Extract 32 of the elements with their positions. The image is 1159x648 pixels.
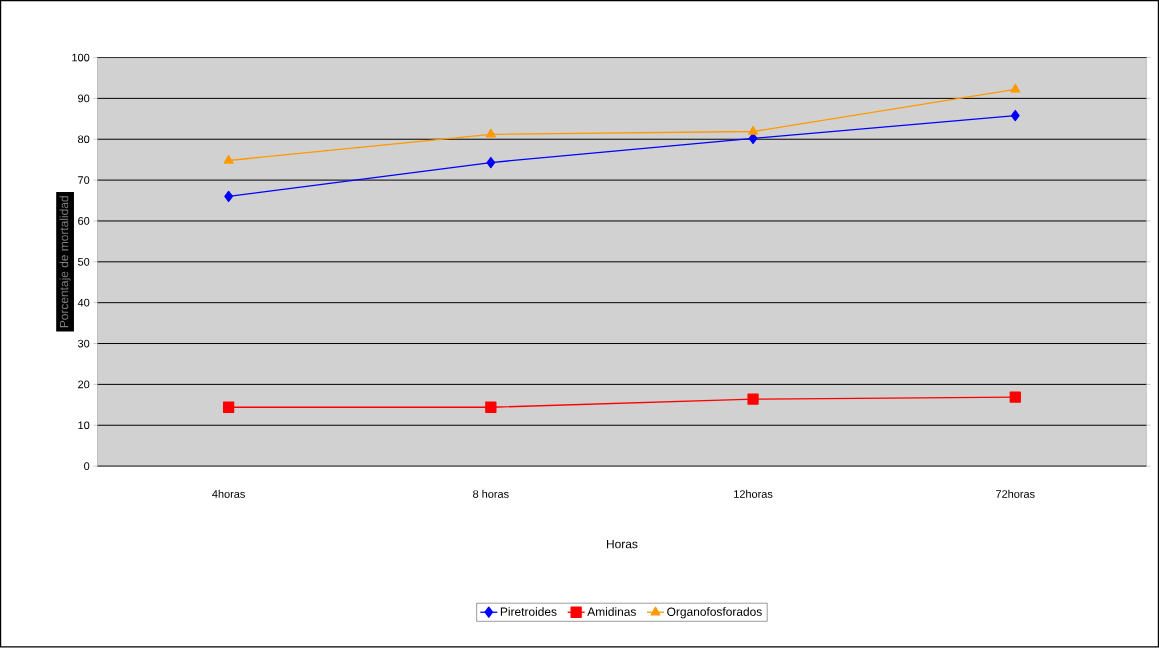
x-axis-title: Horas (607, 540, 638, 549)
point (1010, 110, 1020, 122)
point (1010, 83, 1021, 93)
y-tick-label: 30 (77, 339, 90, 348)
point (748, 126, 759, 135)
legend-label: Organofosforados (667, 607, 762, 619)
y-tick-label: 70 (78, 176, 90, 185)
point (223, 155, 234, 164)
legend-label: Amidinas (587, 607, 636, 617)
y-tick-label: 100 (72, 53, 90, 62)
legend-label: Piretroides (500, 607, 557, 617)
point (224, 191, 234, 203)
y-tick-label: 60 (78, 217, 90, 226)
x-tick-label: 4horas (212, 490, 245, 499)
point (747, 393, 759, 405)
point (486, 157, 496, 169)
x-tick-label: 12horas (734, 490, 773, 499)
point (485, 128, 496, 138)
y-tick-label: 90 (78, 94, 90, 103)
x-tick-label: 72horas (996, 490, 1035, 499)
x-tick-label: 8 horas (473, 490, 509, 499)
y-tick-label: 50 (78, 258, 90, 266)
y-tick-label: 20 (78, 380, 90, 389)
point (1009, 391, 1021, 403)
y-axis-title: Porcentaje de mortalidad (59, 196, 71, 328)
y-tick-label: 80 (78, 135, 90, 144)
y-tick-label: 40 (77, 299, 90, 307)
point (222, 401, 235, 414)
y-tick-label: 10 (78, 421, 90, 430)
point (748, 133, 758, 145)
y-tick-label: 0 (84, 462, 90, 471)
point (485, 401, 497, 414)
